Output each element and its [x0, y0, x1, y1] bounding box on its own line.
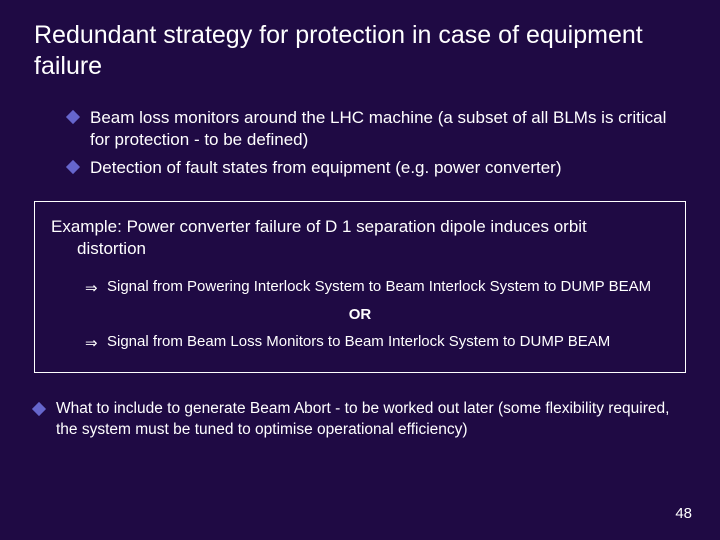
bullet-text: Beam loss monitors around the LHC machin…	[90, 108, 666, 149]
arrow-icon: ⇒	[85, 333, 98, 355]
arrow-icon: ⇒	[85, 278, 98, 300]
bullet-item: What to include to generate Beam Abort -…	[34, 399, 686, 439]
example-heading-line2: distortion	[51, 238, 669, 260]
bullet-text: Detection of fault states from equipment…	[90, 158, 562, 177]
example-heading: Example: Power converter failure of D 1 …	[51, 216, 669, 260]
diamond-bullet-icon	[32, 402, 46, 416]
arrow-item: ⇒ Signal from Powering Interlock System …	[85, 276, 669, 298]
bullet-item: Detection of fault states from equipment…	[68, 157, 686, 179]
bullet-item: Beam loss monitors around the LHC machin…	[68, 107, 686, 151]
example-heading-line1: Example: Power converter failure of D 1 …	[51, 217, 587, 236]
arrow-text: Signal from Beam Loss Monitors to Beam I…	[107, 333, 610, 350]
diamond-bullet-icon	[66, 109, 80, 123]
diamond-bullet-icon	[66, 160, 80, 174]
slide-title: Redundant strategy for protection in cas…	[34, 20, 686, 83]
arrow-list: ⇒ Signal from Powering Interlock System …	[51, 276, 669, 298]
arrow-list: ⇒ Signal from Beam Loss Monitors to Beam…	[51, 331, 669, 353]
main-bullet-list: Beam loss monitors around the LHC machin…	[34, 107, 686, 179]
arrow-item: ⇒ Signal from Beam Loss Monitors to Beam…	[85, 331, 669, 353]
footer-bullet-list: What to include to generate Beam Abort -…	[34, 399, 686, 439]
slide-content: Redundant strategy for protection in cas…	[0, 0, 720, 440]
page-number: 48	[675, 505, 692, 522]
example-box: Example: Power converter failure of D 1 …	[34, 201, 686, 374]
or-separator: OR	[51, 306, 669, 323]
footer-bullet-text: What to include to generate Beam Abort -…	[56, 400, 669, 437]
arrow-text: Signal from Powering Interlock System to…	[107, 278, 651, 295]
